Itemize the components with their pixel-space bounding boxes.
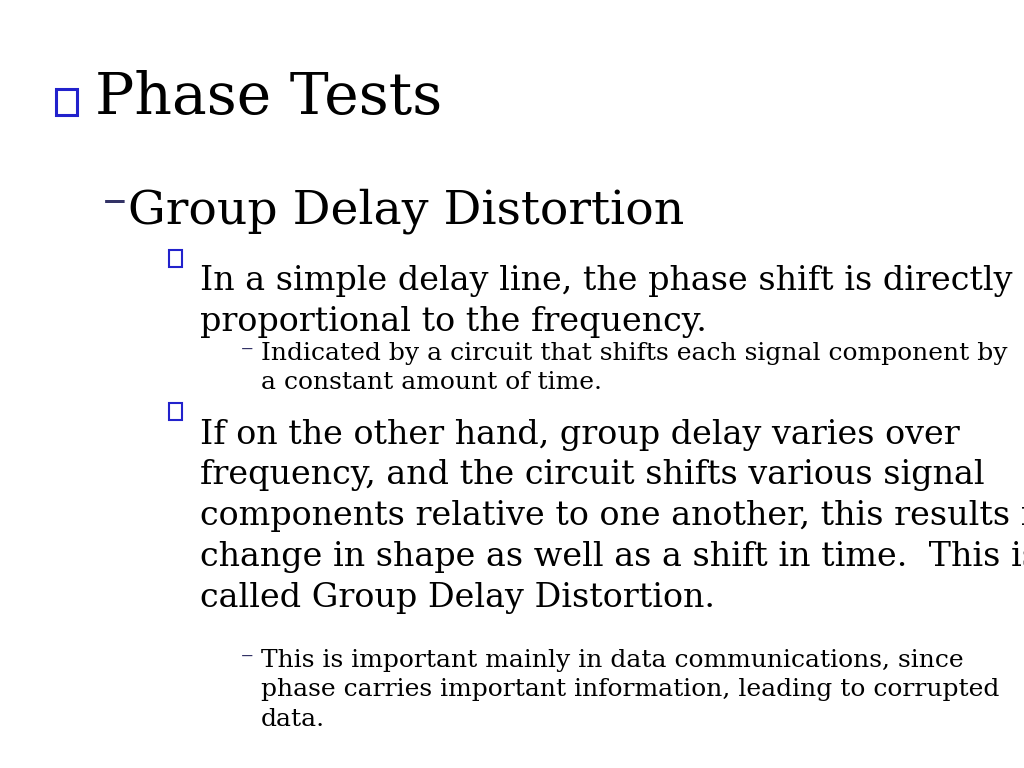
Text: This is important mainly in data communications, since
phase carries important i: This is important mainly in data communi… — [261, 649, 999, 730]
Text: In a simple delay line, the phase shift is directly
proportional to the frequenc: In a simple delay line, the phase shift … — [200, 265, 1012, 338]
Text: If on the other hand, group delay varies over
frequency, and the circuit shifts : If on the other hand, group delay varies… — [200, 419, 1024, 614]
Text: Group Delay Distortion: Group Delay Distortion — [128, 188, 684, 234]
Bar — [169, 250, 182, 266]
Text: Phase Tests: Phase Tests — [95, 71, 442, 126]
Text: Indicated by a circuit that shifts each signal component by
a constant amount of: Indicated by a circuit that shifts each … — [261, 342, 1008, 394]
Bar — [56, 89, 77, 115]
Text: –: – — [102, 178, 126, 223]
Text: –: – — [241, 644, 253, 667]
Text: –: – — [241, 336, 253, 359]
Bar — [169, 403, 182, 420]
